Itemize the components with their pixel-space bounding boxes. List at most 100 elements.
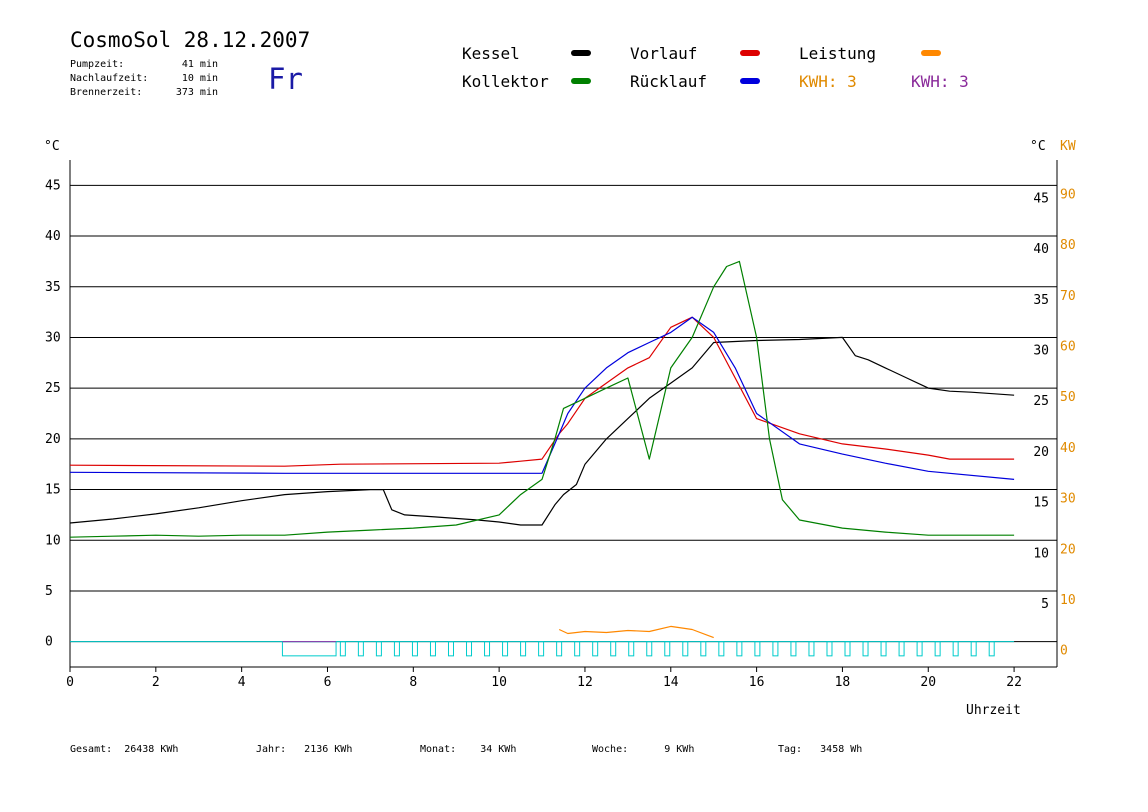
status-pulse xyxy=(952,641,959,657)
nachlaufzeit-value: 10 min xyxy=(181,73,218,84)
y-tick-label-left: 20 xyxy=(45,432,61,447)
y-tick-label-right: 40 xyxy=(1033,242,1049,257)
chart-title: CosmoSol 28.12.2007 xyxy=(70,28,311,52)
footer-gesamt: Gesamt: 26438 KWh xyxy=(70,744,178,755)
legend-vorlauf-label: Vorlauf xyxy=(630,44,698,63)
footer-jahr: Jahr: 2136 KWh xyxy=(256,744,352,755)
stats-values: 41 min 10 min 373 min xyxy=(168,58,218,100)
x-tick-label: 2 xyxy=(152,675,160,690)
tag-label: Tag: xyxy=(778,744,803,755)
x-tick-label: 16 xyxy=(749,675,765,690)
status-pulse xyxy=(520,641,527,657)
kwh1-label: KWH: xyxy=(799,72,838,91)
status-pulse xyxy=(736,641,743,657)
status-pulse xyxy=(970,641,977,657)
legend-ruecklauf-label: Rücklauf xyxy=(630,72,708,91)
y-tick-label-left: 15 xyxy=(45,483,61,498)
status-pulse xyxy=(538,641,545,657)
grid-layer xyxy=(69,160,1058,668)
series-line-vorlauf xyxy=(69,316,1015,467)
y-tick-label-right: 10 xyxy=(1033,546,1049,561)
y-tick-label-right: 15 xyxy=(1033,496,1049,511)
series-line-kessel xyxy=(69,336,1015,526)
pumpzeit-value: 41 min xyxy=(181,59,218,70)
legend-kollektor-label: Kollektor xyxy=(462,72,549,91)
kwh2-value: 3 xyxy=(959,72,969,91)
x-tick-label: 0 xyxy=(66,675,74,690)
status-pulse xyxy=(718,641,725,657)
x-tick-label: 8 xyxy=(409,675,417,690)
legend-ruecklauf-swatch xyxy=(740,78,760,84)
y-tick-label-right: 5 xyxy=(1041,597,1049,612)
x-tick-label: 10 xyxy=(491,675,507,690)
status-pulse xyxy=(393,641,400,657)
x-tick-label: 4 xyxy=(238,675,246,690)
y-axis-unit-kw: KW xyxy=(1060,139,1076,154)
x-tick-label: 14 xyxy=(663,675,679,690)
footer-monat: Monat: 34 KWh xyxy=(420,744,516,755)
status-block-burner xyxy=(281,641,337,657)
status-pulse xyxy=(772,641,779,657)
y-tick-label-left: 30 xyxy=(45,330,61,345)
status-pulse xyxy=(682,641,689,657)
legend-kollektor-swatch xyxy=(571,78,591,84)
monat-label: Monat: xyxy=(420,744,457,755)
brennerzeit-label: Brennerzeit: xyxy=(70,87,143,98)
legend-leistung-swatch xyxy=(921,50,941,56)
y-tick-label-kw: 0 xyxy=(1060,644,1068,659)
y-tick-label-kw: 30 xyxy=(1060,492,1076,507)
y-tick-label-right: 35 xyxy=(1033,293,1049,308)
status-pulse xyxy=(375,641,382,657)
y-axis-unit-right: °C xyxy=(1030,139,1046,154)
x-tick-label: 22 xyxy=(1006,675,1022,690)
y-tick-label-kw: 20 xyxy=(1060,542,1076,557)
woche-label: Woche: xyxy=(592,744,629,755)
legend-kessel-label: Kessel xyxy=(462,44,520,63)
status-pulse xyxy=(826,641,833,657)
status-pulse xyxy=(628,641,635,657)
status-pulse xyxy=(357,641,364,657)
series-line-leistung xyxy=(558,625,714,639)
series-line-kollektor xyxy=(69,260,1015,538)
kwh1-value: 3 xyxy=(847,72,857,91)
nachlaufzeit-label: Nachlaufzeit: xyxy=(70,73,149,84)
status-pulse xyxy=(664,641,671,657)
status-pulse xyxy=(339,641,346,657)
status-pulse xyxy=(466,641,473,657)
footer-tag: Tag: 3458 Wh xyxy=(778,744,862,755)
status-pulse xyxy=(862,641,869,657)
status-pulse xyxy=(646,641,653,657)
weekday-label: Fr xyxy=(268,62,303,96)
status-pulse xyxy=(934,641,941,657)
status-pulse xyxy=(988,641,995,657)
footer-woche: Woche: 9 KWh xyxy=(592,744,694,755)
jahr-label: Jahr: xyxy=(256,744,287,755)
gesamt-label: Gesamt: xyxy=(70,744,113,755)
y-tick-label-kw: 70 xyxy=(1060,289,1076,304)
status-pulse xyxy=(502,641,509,657)
y-tick-label-kw: 50 xyxy=(1060,390,1076,405)
status-pulse xyxy=(880,641,887,657)
legend-leistung-label: Leistung xyxy=(799,44,877,63)
gesamt-value: 26438 KWh xyxy=(124,744,179,755)
status-pulse xyxy=(916,641,923,657)
x-tick-label: 12 xyxy=(577,675,593,690)
y-tick-label-kw: 60 xyxy=(1060,339,1076,354)
legend-kwh1: KWH: 3 xyxy=(799,72,857,91)
status-pulse xyxy=(808,641,815,657)
y-tick-label-kw: 80 xyxy=(1060,238,1076,253)
legend-kessel-swatch xyxy=(571,50,591,56)
status-pulse xyxy=(844,641,851,657)
status-pulse xyxy=(556,641,563,657)
series-layer xyxy=(69,260,1015,639)
monat-value: 34 KWh xyxy=(480,744,517,755)
y-tick-label-right: 45 xyxy=(1033,191,1049,206)
status-pulse xyxy=(700,641,707,657)
y-tick-label-left: 5 xyxy=(45,584,53,599)
y-tick-label-right: 25 xyxy=(1033,394,1049,409)
kwh2-label: KWH: xyxy=(911,72,950,91)
pumpzeit-label: Pumpzeit: xyxy=(70,59,125,70)
status-pulse xyxy=(447,641,454,657)
y-tick-label-left: 25 xyxy=(45,381,61,396)
